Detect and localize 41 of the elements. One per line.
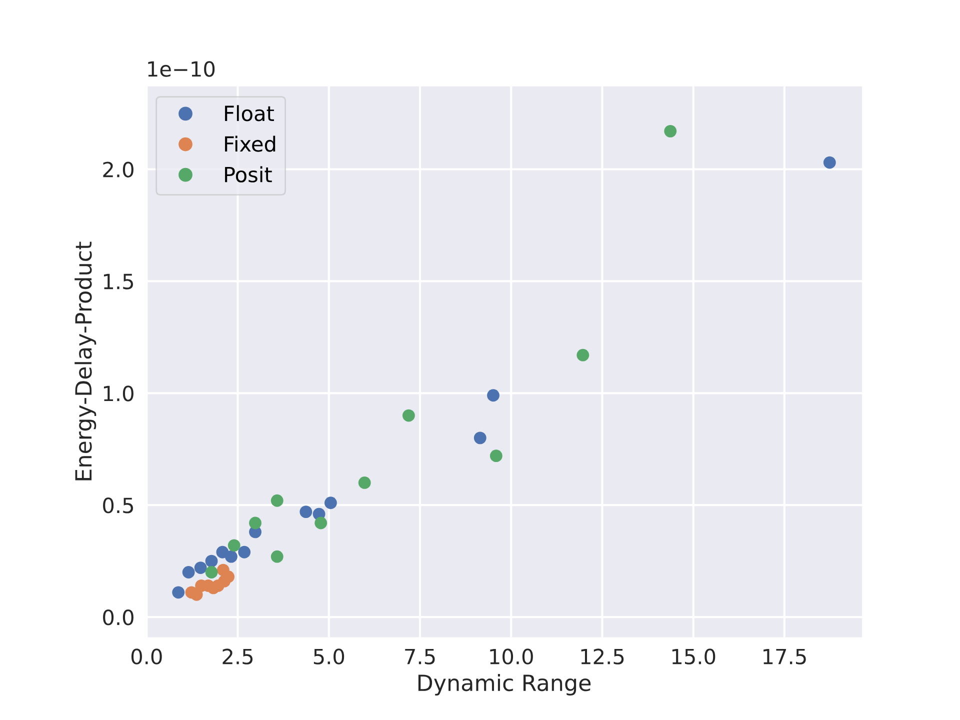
point [249,516,262,530]
y-tick-label: 1.0 [104,386,134,402]
point [270,550,284,563]
point [300,506,312,518]
point [823,156,836,169]
point [205,566,218,578]
x-tick-label: 10.0 [490,648,533,664]
point [314,516,328,530]
legend-label: Posit [225,166,272,182]
x-tick-label: 17.5 [764,648,806,664]
x-tick-label: 0.0 [131,648,162,664]
point [270,494,284,507]
point [194,562,207,574]
y-tick-label: 2.0 [103,162,134,178]
point [324,496,337,510]
x-tick-label: 2.5 [222,648,253,664]
y-axis-title: Energy-Delay-Product [74,242,96,480]
y-tick-label: 1.5 [104,274,133,290]
x-axis-title: Dynamic Range [418,674,591,696]
x-tick-label: 5.0 [314,648,344,664]
point [238,546,251,558]
point [664,124,677,138]
x-tick-label: 15.0 [672,648,716,664]
point [487,389,500,402]
point [228,539,240,552]
y-tick-label: 0.0 [103,610,134,626]
point [474,432,486,444]
point [576,348,590,362]
legend-label: Float [225,105,274,122]
point [205,554,218,568]
text: 1e−10 [148,61,215,77]
point [172,586,185,599]
point [358,476,371,489]
y-tick-label: 0.5 [103,498,133,514]
x-tick-label: 12.5 [581,648,624,664]
point [402,409,415,422]
point [224,550,238,563]
x-tick-label: 7.5 [405,648,435,664]
point [182,566,195,578]
legend-label: Fixed [225,136,276,152]
point [490,450,502,462]
